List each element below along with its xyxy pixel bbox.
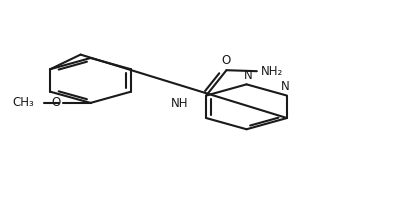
Text: N: N: [281, 80, 289, 93]
Text: NH: NH: [171, 97, 188, 110]
Text: NH₂: NH₂: [261, 65, 283, 78]
Text: N: N: [244, 69, 253, 82]
Text: CH₃: CH₃: [12, 96, 34, 109]
Text: O: O: [222, 54, 231, 67]
Text: O: O: [51, 96, 60, 109]
